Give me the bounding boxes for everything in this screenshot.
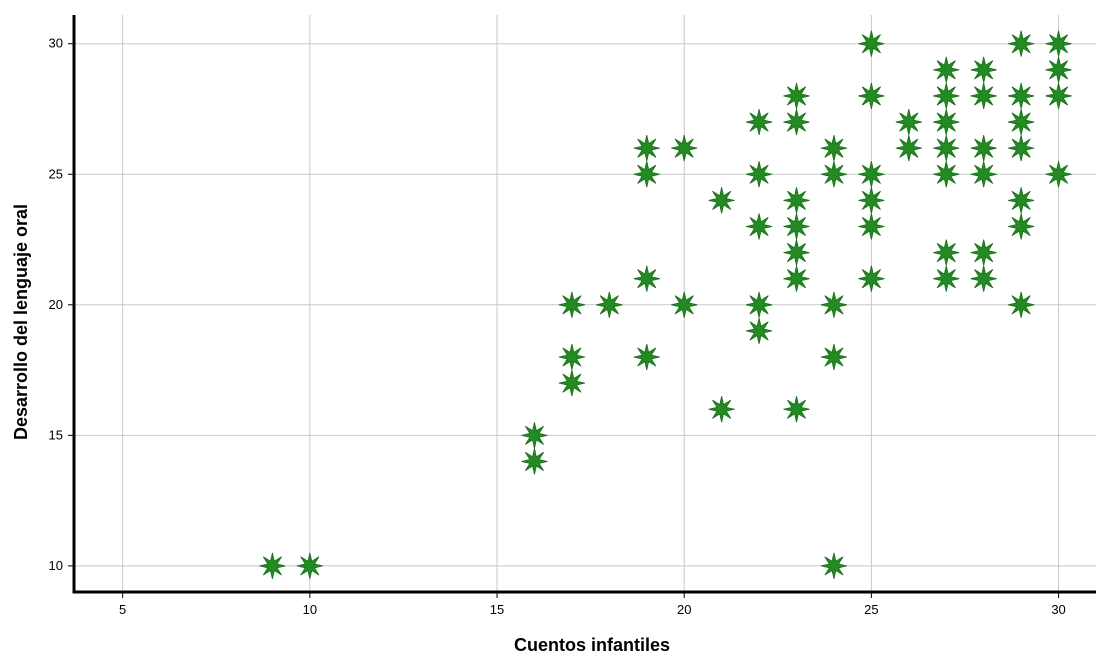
y-tick-label: 25 (49, 166, 63, 181)
data-point-star (1008, 30, 1035, 57)
data-point-star (708, 187, 735, 214)
data-point-star (970, 56, 997, 83)
data-point-star (858, 161, 885, 188)
data-point-star (783, 187, 810, 214)
data-point-star (745, 108, 773, 136)
data-point-star (970, 161, 997, 188)
data-point-star (558, 343, 585, 371)
data-point-star (633, 161, 660, 188)
data-point-star (783, 213, 810, 240)
data-point-star (1008, 108, 1035, 136)
data-point-star (1045, 30, 1072, 57)
data-point-star (933, 82, 960, 110)
data-point-star (858, 187, 885, 214)
data-point-star (671, 291, 698, 318)
data-point-star (1045, 56, 1072, 83)
data-point-star (521, 422, 548, 449)
data-point-star (858, 30, 885, 57)
y-tick-label: 30 (49, 36, 63, 51)
data-point-star (820, 552, 848, 579)
x-tick-label: 25 (864, 602, 878, 617)
data-point-star (558, 291, 585, 318)
data-point-star (895, 135, 922, 162)
x-tick-label: 15 (490, 602, 504, 617)
data-point-star (783, 396, 810, 423)
data-point-star (633, 135, 660, 162)
data-point-star (745, 161, 773, 188)
data-point-star (858, 213, 885, 240)
x-tick-label: 20 (677, 602, 691, 617)
grid (74, 15, 1096, 592)
data-point-star (783, 239, 810, 266)
data-point-star (708, 396, 735, 423)
data-point-star (970, 265, 997, 292)
data-point-star (820, 343, 848, 371)
data-point-star (895, 108, 922, 136)
x-axis-title: Cuentos infantiles (514, 635, 670, 655)
data-point-star (558, 370, 585, 397)
data-point-star (1008, 213, 1035, 240)
data-point-star (259, 552, 286, 579)
data-point-star (1045, 82, 1072, 110)
x-tick-label: 5 (119, 602, 126, 617)
data-point-star (633, 265, 660, 292)
data-point-star (783, 108, 810, 136)
data-point-star (970, 239, 997, 266)
x-tick-label: 30 (1051, 602, 1065, 617)
data-point-star (1008, 135, 1035, 162)
data-point-star (296, 552, 323, 579)
data-point-star (745, 317, 773, 344)
axis-ticks: 5 10 15 20 25 30 10 15 20 25 30 (49, 36, 1066, 617)
data-point-star (933, 135, 960, 162)
data-point-star (858, 265, 885, 292)
data-point-star (1045, 161, 1072, 188)
axes (72, 15, 1096, 594)
data-point-star (1008, 82, 1035, 110)
data-point-star (783, 265, 810, 292)
data-point-star (1008, 291, 1035, 318)
data-point-star (933, 265, 960, 292)
data-point-star (970, 82, 997, 110)
data-point-star (596, 291, 623, 318)
data-point-star (745, 213, 773, 240)
y-tick-label: 10 (49, 558, 63, 573)
data-point-star (521, 448, 548, 475)
x-tick-label: 10 (303, 602, 317, 617)
data-point-star (858, 82, 885, 110)
data-point-star (933, 161, 960, 188)
y-tick-label: 15 (49, 427, 63, 442)
data-point-star (970, 135, 997, 162)
data-point-star (820, 135, 848, 162)
data-point-star (671, 135, 698, 162)
data-point-star (745, 291, 773, 318)
data-point-star (783, 82, 810, 110)
data-points (259, 30, 1072, 579)
y-tick-label: 20 (49, 297, 63, 312)
data-point-star (933, 108, 960, 136)
data-point-star (1008, 187, 1035, 214)
y-axis-title: Desarrollo del lenguaje oral (11, 204, 31, 440)
data-point-star (820, 291, 848, 318)
data-point-star (933, 56, 960, 83)
data-point-star (933, 239, 960, 266)
data-point-star (820, 161, 848, 188)
data-point-star (633, 343, 660, 371)
